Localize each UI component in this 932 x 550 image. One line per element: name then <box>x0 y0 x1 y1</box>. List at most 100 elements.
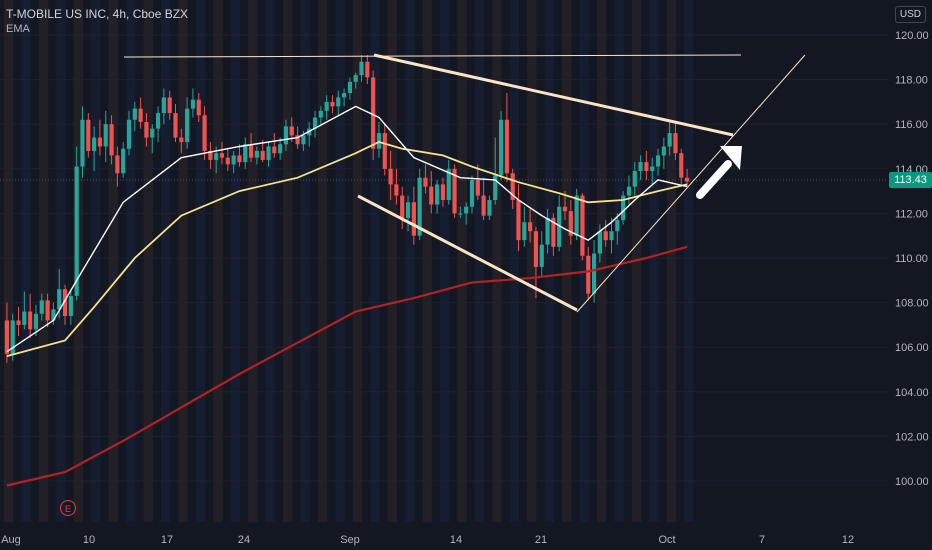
session-band <box>195 0 206 522</box>
symbol-title[interactable]: T-MOBILE US INC, 4h, Cboe BZX <box>6 7 189 21</box>
candle-body <box>359 61 364 76</box>
candle-body <box>365 61 370 78</box>
candle-body <box>260 150 265 160</box>
candle-body <box>272 146 277 154</box>
session-band <box>440 0 450 522</box>
candle-body <box>312 117 318 129</box>
candle-body <box>97 137 103 147</box>
session-band <box>387 0 397 522</box>
time-axis: Aug 10 17 24 Sep 14 21 Oct 7 12 <box>0 522 932 550</box>
x-tick-label: 12 <box>842 534 854 546</box>
candle-body <box>167 97 172 114</box>
session-band <box>56 0 66 522</box>
candle-body <box>452 168 457 214</box>
session-band <box>666 0 677 522</box>
ema-fast-line <box>6 105 688 353</box>
candle-body <box>411 202 416 236</box>
candle-body <box>388 168 393 185</box>
earnings-icon[interactable]: E <box>60 500 76 516</box>
candle-body <box>667 133 672 147</box>
candle-body <box>179 137 184 143</box>
candle-body <box>121 148 126 174</box>
session-band <box>509 0 520 522</box>
candle-body <box>219 153 225 158</box>
candle-body <box>498 119 504 176</box>
indicator-label[interactable]: EMA <box>6 23 30 35</box>
x-tick-label: Aug <box>1 534 21 546</box>
currency-badge[interactable]: USD <box>894 6 926 23</box>
session-band <box>91 0 101 522</box>
candle-body <box>295 135 300 145</box>
session-band <box>474 0 485 522</box>
candles <box>4 55 690 363</box>
candle-body <box>464 206 469 214</box>
candle-body <box>638 162 643 172</box>
x-tick-label: 17 <box>161 534 173 546</box>
candle-body <box>516 200 521 241</box>
candle-body <box>214 153 219 160</box>
candle-body <box>86 119 91 151</box>
candle-body <box>336 97 341 107</box>
candle-body <box>318 110 323 118</box>
candle-body <box>208 150 213 160</box>
session-band <box>143 0 153 522</box>
candle-body <box>655 155 661 167</box>
session-band <box>457 0 467 522</box>
candle-body <box>423 177 428 187</box>
candle-body <box>469 179 475 207</box>
candle-body <box>562 206 568 212</box>
candle-body <box>266 146 271 160</box>
candle-body <box>109 124 114 156</box>
session-band <box>562 0 572 522</box>
x-tick-label: 24 <box>238 534 250 546</box>
candle-body <box>429 186 434 205</box>
y-tick-label: 112.00 <box>895 208 928 220</box>
candle-body <box>580 195 585 256</box>
candle-body <box>371 77 376 149</box>
candle-body <box>376 133 382 149</box>
session-band <box>283 0 293 522</box>
candle-body <box>330 101 335 107</box>
candle-body <box>539 244 544 267</box>
candle-body <box>487 200 492 216</box>
candle-body <box>673 133 678 154</box>
candle-body <box>615 220 620 232</box>
price-axis-bg <box>888 0 932 522</box>
candle-body <box>4 320 9 354</box>
session-band <box>527 0 537 522</box>
candle-body <box>435 184 440 205</box>
candle-body <box>510 173 515 201</box>
candle-body <box>568 211 573 236</box>
candle-body <box>231 155 236 165</box>
candle-body <box>324 101 329 111</box>
candle-body <box>283 126 289 145</box>
candle-body <box>440 184 446 201</box>
candle-body <box>39 300 44 314</box>
candle-body <box>10 320 15 354</box>
candle-body <box>557 206 562 247</box>
candle-body <box>382 133 387 169</box>
candle-body <box>115 155 120 174</box>
x-tick-label: 7 <box>759 534 765 546</box>
session-band <box>422 0 432 522</box>
candle-body <box>289 126 294 136</box>
session-band <box>38 0 49 522</box>
candle-body <box>347 81 352 93</box>
candle-body <box>196 99 201 116</box>
candle-body <box>597 231 602 254</box>
candle-body <box>62 289 68 316</box>
support-trendline <box>576 54 806 313</box>
ema-mid-line <box>6 141 688 357</box>
candle-body <box>126 119 132 149</box>
session-band <box>405 0 415 522</box>
session-band <box>21 0 31 522</box>
session-band <box>178 0 188 522</box>
candle-body <box>475 179 480 196</box>
candle-body <box>22 311 27 325</box>
up-arrow-annotation <box>696 146 742 199</box>
candle-body <box>278 144 283 154</box>
candle-body <box>45 300 50 321</box>
y-tick-label: 116.00 <box>895 119 928 131</box>
session-band <box>4 0 14 522</box>
